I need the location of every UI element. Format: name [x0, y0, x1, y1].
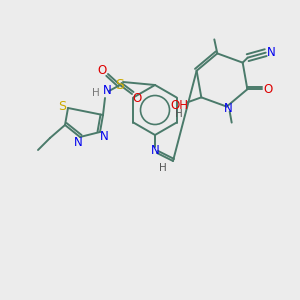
Text: OH: OH [170, 99, 188, 112]
Text: S: S [58, 100, 66, 112]
Text: H: H [92, 88, 100, 98]
Text: S: S [116, 78, 124, 92]
Text: N: N [103, 85, 111, 98]
Text: O: O [264, 83, 273, 96]
Text: N: N [100, 130, 108, 142]
Text: O: O [132, 92, 142, 104]
Text: N: N [151, 145, 159, 158]
Text: H: H [159, 163, 167, 173]
Text: H: H [176, 110, 183, 119]
Text: N: N [74, 136, 82, 148]
Text: N: N [267, 46, 276, 59]
Text: O: O [98, 64, 106, 76]
Text: N: N [224, 102, 233, 115]
